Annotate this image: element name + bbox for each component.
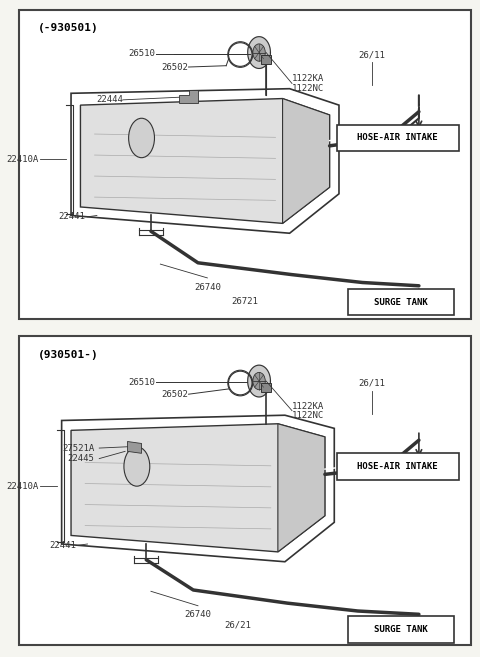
- Text: 26502: 26502: [162, 62, 189, 72]
- Text: 1122KA: 1122KA: [292, 74, 324, 83]
- Text: 22410A: 22410A: [6, 482, 38, 491]
- Polygon shape: [71, 424, 325, 552]
- Text: 1122KA: 1122KA: [292, 401, 324, 411]
- Text: 26740: 26740: [194, 283, 221, 292]
- FancyBboxPatch shape: [348, 616, 454, 643]
- Circle shape: [253, 44, 265, 61]
- FancyBboxPatch shape: [19, 10, 470, 319]
- Text: 22441: 22441: [49, 541, 76, 550]
- FancyBboxPatch shape: [262, 55, 271, 64]
- Polygon shape: [128, 442, 142, 453]
- Text: 22445: 22445: [68, 454, 95, 463]
- Text: 26740: 26740: [184, 610, 211, 619]
- Text: 26721: 26721: [231, 297, 258, 306]
- Polygon shape: [179, 90, 198, 103]
- Text: SURGE TANK: SURGE TANK: [374, 625, 428, 634]
- Text: 26/11: 26/11: [359, 50, 385, 59]
- FancyBboxPatch shape: [348, 289, 454, 315]
- Polygon shape: [278, 424, 325, 552]
- Text: 26/21: 26/21: [225, 621, 252, 630]
- FancyBboxPatch shape: [336, 453, 459, 480]
- Text: HOSE-AIR INTAKE: HOSE-AIR INTAKE: [358, 462, 438, 471]
- Text: 22444: 22444: [96, 95, 123, 104]
- Text: HOSE-AIR INTAKE: HOSE-AIR INTAKE: [358, 133, 438, 143]
- Text: SURGE TANK: SURGE TANK: [374, 298, 428, 307]
- Text: 1122NC: 1122NC: [292, 83, 324, 93]
- Text: (-930501): (-930501): [38, 23, 99, 33]
- Text: 26/11: 26/11: [359, 378, 385, 388]
- Polygon shape: [81, 99, 330, 223]
- FancyBboxPatch shape: [262, 383, 271, 392]
- Polygon shape: [248, 365, 270, 397]
- Text: 22410A: 22410A: [6, 155, 38, 164]
- Ellipse shape: [129, 118, 155, 158]
- Text: (930501-): (930501-): [38, 350, 99, 359]
- Text: 1122NC: 1122NC: [292, 411, 324, 420]
- Circle shape: [253, 373, 265, 390]
- FancyBboxPatch shape: [336, 125, 459, 151]
- Text: 22441: 22441: [58, 212, 85, 221]
- Polygon shape: [283, 99, 330, 223]
- Text: 27521A: 27521A: [62, 443, 95, 453]
- Text: 26510: 26510: [129, 49, 156, 58]
- Text: 26502: 26502: [162, 390, 189, 399]
- Text: 26510: 26510: [129, 378, 156, 387]
- Ellipse shape: [124, 447, 150, 486]
- FancyBboxPatch shape: [19, 336, 470, 645]
- Polygon shape: [248, 37, 270, 68]
